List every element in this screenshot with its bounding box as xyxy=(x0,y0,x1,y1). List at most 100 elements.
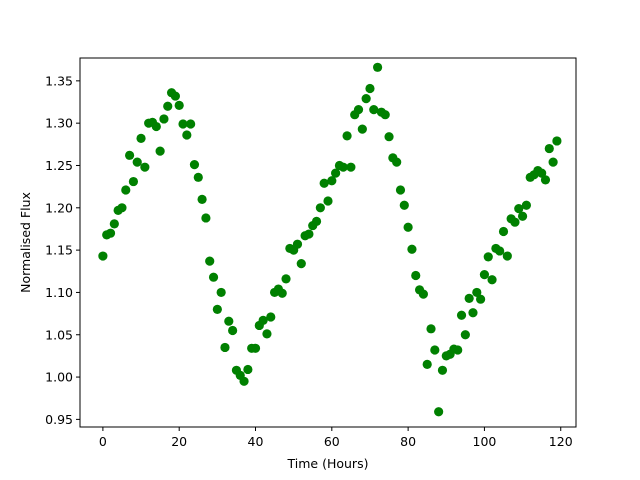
data-point xyxy=(178,119,188,129)
data-point xyxy=(277,288,287,298)
y-tick-label: 1.25 xyxy=(45,158,73,173)
data-point xyxy=(430,345,440,355)
data-point xyxy=(304,229,314,239)
data-point xyxy=(189,160,200,170)
data-point xyxy=(373,62,383,72)
data-point xyxy=(422,359,432,369)
data-point xyxy=(537,168,547,178)
data-point xyxy=(476,294,486,304)
data-point xyxy=(517,211,528,221)
data-point xyxy=(384,132,394,142)
data-point xyxy=(353,105,364,115)
data-point xyxy=(311,216,322,226)
y-tick-label: 1.10 xyxy=(45,285,73,300)
data-point xyxy=(201,213,211,223)
data-point xyxy=(418,289,428,299)
data-point xyxy=(395,185,406,195)
data-point xyxy=(327,176,337,186)
data-point xyxy=(315,203,325,213)
data-point xyxy=(205,256,215,266)
data-point xyxy=(224,316,234,326)
data-point xyxy=(342,131,352,141)
data-point xyxy=(208,272,219,282)
y-tick-label: 1.05 xyxy=(45,327,73,342)
data-point xyxy=(521,200,532,210)
data-point xyxy=(216,287,226,298)
data-point xyxy=(411,270,421,281)
data-point xyxy=(128,176,139,187)
data-point xyxy=(399,200,409,210)
data-point xyxy=(403,222,413,232)
data-point xyxy=(361,94,371,104)
data-point xyxy=(296,259,306,269)
data-point xyxy=(159,114,169,124)
data-point xyxy=(292,239,303,249)
data-point xyxy=(510,217,520,227)
data-point xyxy=(220,342,230,353)
data-point xyxy=(437,365,448,375)
data-point xyxy=(483,252,493,262)
x-tick-label: 0 xyxy=(99,434,107,449)
x-tick-label: 100 xyxy=(473,434,497,449)
data-point xyxy=(514,204,524,214)
y-axis-ticks: 0.95 1.00 1.05 1.10 1.15 1.20 1.25 1.30 1.35 xyxy=(45,73,80,427)
data-point xyxy=(487,275,497,285)
data-point xyxy=(132,157,142,167)
data-point xyxy=(136,133,146,143)
data-point xyxy=(498,226,509,237)
data-point xyxy=(250,343,261,353)
data-point xyxy=(228,325,238,336)
x-tick-label: 20 xyxy=(171,434,187,449)
data-point xyxy=(121,185,131,195)
data-point xyxy=(479,270,490,280)
x-axis-ticks: 0 20 40 60 80 100 120 xyxy=(99,427,573,449)
data-point xyxy=(460,330,470,340)
data-points xyxy=(98,62,562,417)
data-point xyxy=(262,329,272,339)
data-point xyxy=(369,105,379,115)
data-point xyxy=(212,304,222,314)
y-axis-label: Normalised Flux xyxy=(18,192,33,293)
data-point xyxy=(552,136,562,146)
x-tick-label: 60 xyxy=(324,434,340,449)
data-point xyxy=(346,162,356,172)
data-point xyxy=(331,168,341,178)
data-point xyxy=(125,150,135,160)
data-point xyxy=(151,121,161,132)
data-point xyxy=(155,146,165,156)
data-point xyxy=(456,310,467,320)
x-axis-label: Time (Hours) xyxy=(287,456,369,471)
plot-area xyxy=(80,58,576,427)
data-point xyxy=(365,83,375,94)
data-point xyxy=(186,119,196,129)
data-point xyxy=(193,172,203,182)
data-point xyxy=(197,194,207,204)
x-tick-label: 120 xyxy=(549,434,573,449)
data-point xyxy=(105,228,116,238)
data-point xyxy=(117,203,127,213)
data-point xyxy=(170,91,180,101)
data-point xyxy=(319,178,329,188)
data-point xyxy=(140,162,150,172)
data-point xyxy=(426,324,436,334)
y-tick-label: 0.95 xyxy=(45,412,73,427)
data-point xyxy=(453,345,463,355)
data-point xyxy=(243,364,253,375)
data-point xyxy=(109,219,119,229)
data-point xyxy=(548,157,558,167)
data-point xyxy=(323,196,333,206)
data-point xyxy=(357,124,367,134)
data-point xyxy=(266,312,276,322)
y-tick-label: 1.35 xyxy=(45,73,73,88)
data-point xyxy=(338,162,348,172)
data-point xyxy=(239,376,249,386)
data-point xyxy=(281,274,291,284)
x-tick-label: 80 xyxy=(400,434,416,449)
data-point xyxy=(502,251,512,261)
y-tick-label: 1.15 xyxy=(45,243,73,258)
data-point xyxy=(380,110,390,120)
y-tick-label: 1.30 xyxy=(45,116,73,131)
data-point xyxy=(182,130,192,140)
data-point xyxy=(434,407,444,417)
data-point xyxy=(174,100,184,110)
